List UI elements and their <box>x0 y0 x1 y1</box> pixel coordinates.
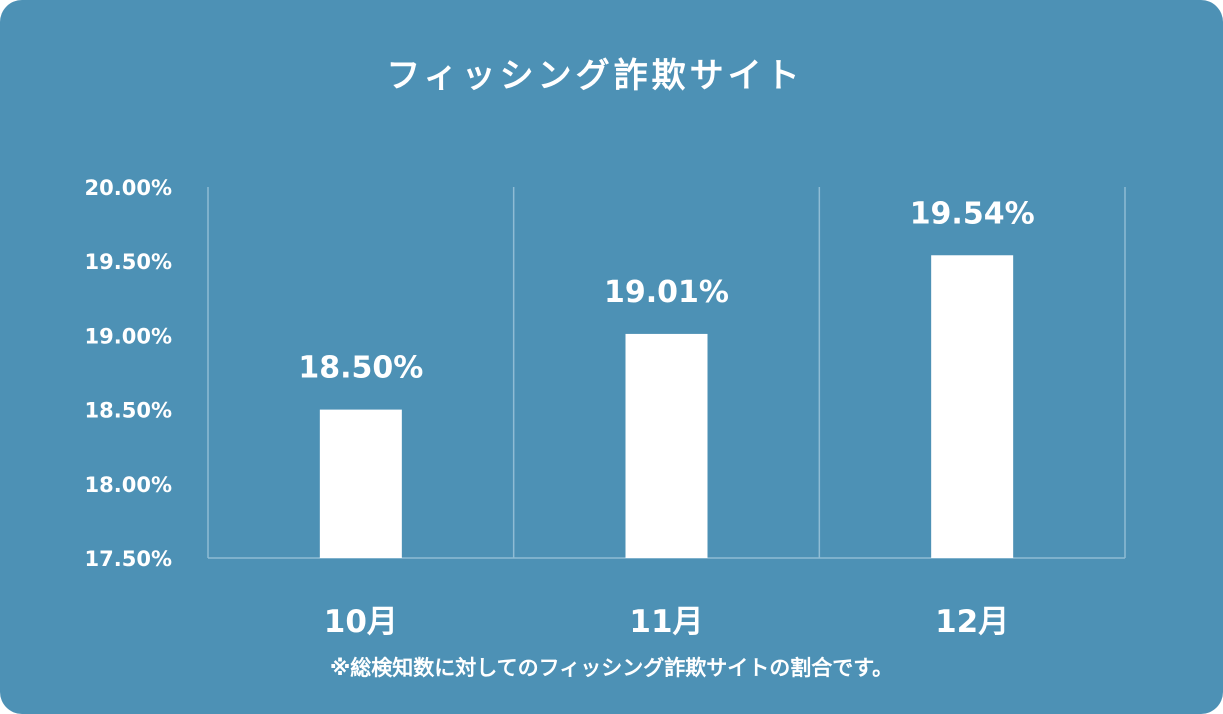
y-tick-label: 19.50% <box>85 250 172 274</box>
y-tick-label: 19.00% <box>85 324 172 348</box>
y-tick-label: 18.50% <box>85 399 172 423</box>
chart-title: フィッシング詐欺サイト <box>386 56 804 96</box>
bar <box>319 409 402 558</box>
y-tick-label: 18.00% <box>85 473 172 497</box>
x-tick-label: 11月 <box>629 604 703 640</box>
footnote: ※総検知数に対してのフィッシング詐欺サイトの割合です。 <box>329 656 894 680</box>
data-label: 19.54% <box>910 196 1035 231</box>
data-label: 18.50% <box>298 351 423 386</box>
x-tick-label: 10月 <box>324 604 398 640</box>
y-tick-label: 20.00% <box>85 176 172 200</box>
bar <box>931 255 1014 558</box>
x-tick-label: 12月 <box>935 604 1009 640</box>
data-label: 19.01% <box>604 275 729 310</box>
y-tick-label: 17.50% <box>85 547 172 571</box>
bar <box>625 333 708 558</box>
